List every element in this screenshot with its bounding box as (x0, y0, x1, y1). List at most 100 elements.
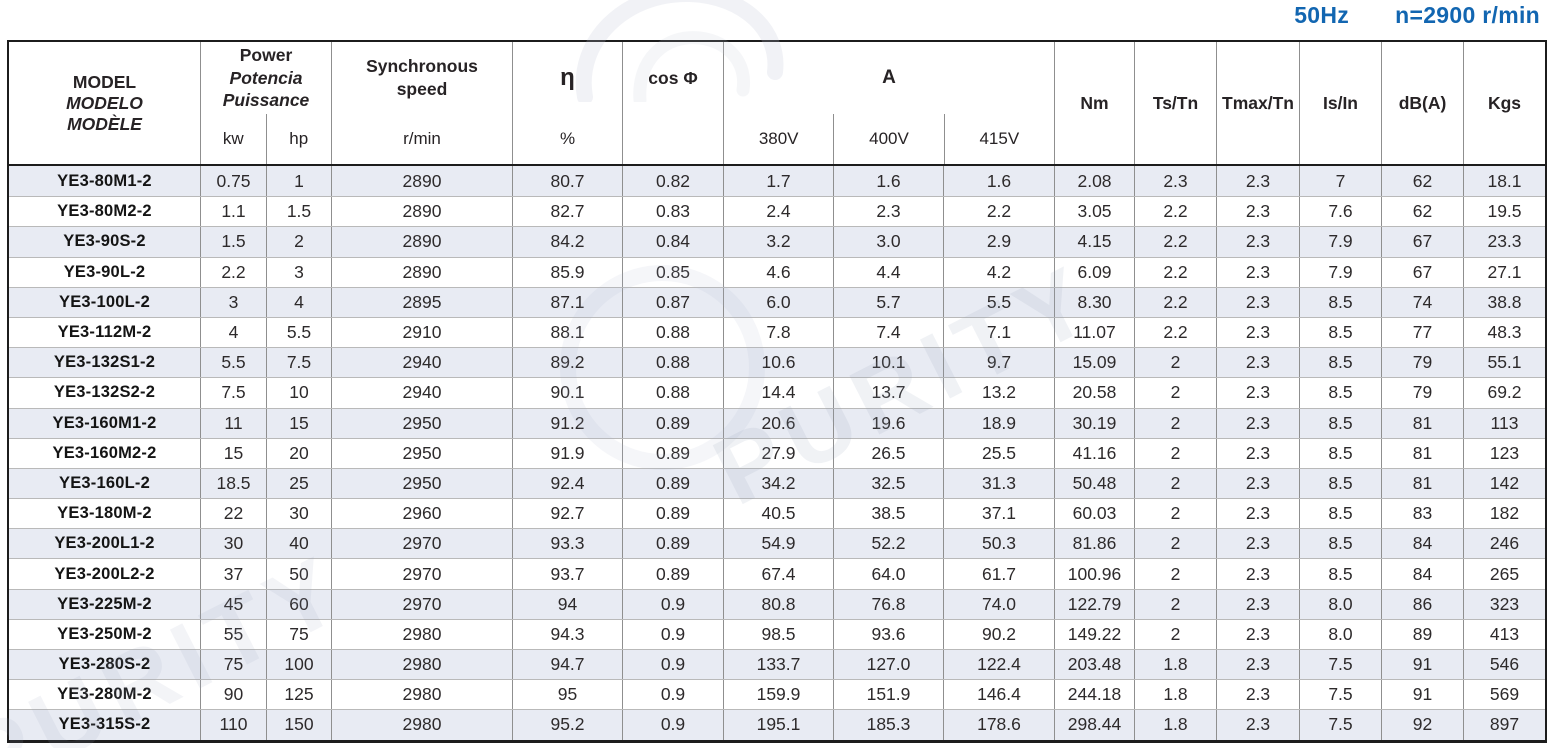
cell-a-400v: 19.6 (833, 408, 943, 438)
cell-is-in: 8.5 (1299, 559, 1381, 589)
cell-kgs: 413 (1463, 619, 1545, 649)
cell-eta: 94 (512, 589, 622, 619)
cell-ts-tn: 1.8 (1134, 650, 1216, 680)
cell-a-400v: 52.2 (833, 529, 943, 559)
cell-eta: 95.2 (512, 710, 622, 740)
cell-rpm: 2970 (331, 529, 512, 559)
kgs-label: Kgs (1487, 92, 1522, 113)
cell-kgs: 38.8 (1463, 287, 1545, 317)
cell-rpm: 2960 (331, 499, 512, 529)
cell-a-380v: 6.0 (723, 287, 833, 317)
table-row: YE3-132S2-2 7.5 10 2940 90.1 0.88 14.4 13.7 13.2… (9, 377, 1545, 408)
cell-eta: 89.2 (512, 348, 622, 378)
cell-eta: 93.7 (512, 559, 622, 589)
cell-a-400v: 4.4 (833, 257, 943, 287)
cell-model: YE3-160L-2 (59, 473, 150, 492)
cell-tmax-tn: 2.3 (1216, 619, 1299, 649)
cell-db-a: 91 (1381, 680, 1463, 710)
cell-tmax-tn: 2.3 (1216, 438, 1299, 468)
cell-kgs: 265 (1463, 559, 1545, 589)
cell-kw: 15 (200, 438, 266, 468)
cell-is-in: 8.0 (1299, 589, 1381, 619)
cell-hp: 2 (266, 227, 331, 257)
cell-a-380v: 80.8 (723, 589, 833, 619)
cell-a-400v: 32.5 (833, 468, 943, 499)
cell-a-380v: 7.8 (723, 317, 833, 348)
cell-tmax-tn: 2.3 (1216, 559, 1299, 589)
cell-cos-phi: 0.89 (622, 499, 723, 529)
cell-db-a: 74 (1381, 287, 1463, 317)
cell-a-400v: 93.6 (833, 619, 943, 649)
cell-kgs: 27.1 (1463, 257, 1545, 287)
cell-eta: 88.1 (512, 317, 622, 348)
cell-nm: 20.58 (1054, 378, 1134, 408)
table-row: YE3-132S1-2 5.5 7.5 2940 89.2 0.88 10.6 10.1 9.7… (9, 347, 1545, 378)
cell-tmax-tn: 2.3 (1216, 197, 1299, 227)
frequency-speed-note: 50Hz n=2900 r/min (1294, 2, 1540, 29)
tmax-tn-label: Tmax/Tn (1222, 92, 1294, 113)
cell-rpm: 2895 (331, 287, 512, 317)
cell-a-415v: 61.7 (943, 559, 1054, 589)
cell-tmax-tn: 2.3 (1216, 317, 1299, 348)
cell-a-380v: 195.1 (723, 710, 833, 740)
cell-a-380v: 2.4 (723, 197, 833, 227)
cell-eta: 91.9 (512, 438, 622, 468)
cell-tmax-tn: 2.3 (1216, 468, 1299, 499)
cell-db-a: 81 (1381, 438, 1463, 468)
cell-db-a: 62 (1381, 166, 1463, 197)
cell-hp: 5.5 (266, 317, 331, 348)
header-ts-tn: Ts/Tn (1134, 42, 1216, 164)
cell-tmax-tn: 2.3 (1216, 257, 1299, 287)
frequency-label: 50Hz (1294, 2, 1350, 28)
table-row: YE3-315S-2 110 150 2980 95.2 0.9 195.1 185.3 178… (9, 709, 1545, 740)
cell-a-380v: 3.2 (723, 227, 833, 257)
header-efficiency: η % (512, 42, 622, 164)
cell-nm: 6.09 (1054, 257, 1134, 287)
cell-rpm: 2980 (331, 680, 512, 710)
cell-is-in: 8.5 (1299, 348, 1381, 378)
header-tmax-tn: Tmax/Tn (1216, 42, 1299, 164)
cell-a-415v: 18.9 (943, 408, 1054, 438)
cell-kw: 2.2 (200, 257, 266, 287)
cell-rpm: 2980 (331, 650, 512, 680)
cell-kgs: 546 (1463, 650, 1545, 680)
cell-kgs: 246 (1463, 529, 1545, 559)
cell-rpm: 2980 (331, 710, 512, 740)
cell-is-in: 7.5 (1299, 680, 1381, 710)
cell-kgs: 142 (1463, 468, 1545, 499)
cell-nm: 41.16 (1054, 438, 1134, 468)
cell-cos-phi: 0.87 (622, 287, 723, 317)
cell-hp: 1 (266, 166, 331, 197)
cell-a-380v: 54.9 (723, 529, 833, 559)
cell-is-in: 8.5 (1299, 378, 1381, 408)
cell-db-a: 89 (1381, 619, 1463, 649)
cell-kw: 22 (200, 499, 266, 529)
cell-model: YE3-200L2-2 (54, 564, 155, 583)
cell-tmax-tn: 2.3 (1216, 650, 1299, 680)
cell-ts-tn: 2.3 (1134, 166, 1216, 197)
cell-db-a: 83 (1381, 499, 1463, 529)
cell-is-in: 8.0 (1299, 619, 1381, 649)
cell-nm: 50.48 (1054, 468, 1134, 499)
cell-hp: 15 (266, 408, 331, 438)
cell-a-415v: 2.2 (943, 197, 1054, 227)
cell-rpm: 2950 (331, 468, 512, 499)
cell-a-380v: 1.7 (723, 166, 833, 197)
cell-model: YE3-80M1-2 (57, 171, 152, 190)
cell-rpm: 2980 (331, 619, 512, 649)
cell-eta: 82.7 (512, 197, 622, 227)
cell-kw: 30 (200, 529, 266, 559)
cell-a-380v: 27.9 (723, 438, 833, 468)
cell-tmax-tn: 2.3 (1216, 408, 1299, 438)
cell-cos-phi: 0.88 (622, 378, 723, 408)
cell-a-400v: 127.0 (833, 650, 943, 680)
cell-cos-phi: 0.88 (622, 317, 723, 348)
cell-db-a: 91 (1381, 650, 1463, 680)
db-label: dB(A) (1398, 92, 1447, 113)
cell-kw: 7.5 (200, 378, 266, 408)
table-row: YE3-200L2-2 37 50 2970 93.7 0.89 67.4 64.0 61.7 1… (9, 558, 1545, 589)
cell-a-400v: 13.7 (833, 378, 943, 408)
cell-hp: 20 (266, 438, 331, 468)
cell-a-380v: 133.7 (723, 650, 833, 680)
header-model-fr: MODÈLE (67, 113, 142, 134)
